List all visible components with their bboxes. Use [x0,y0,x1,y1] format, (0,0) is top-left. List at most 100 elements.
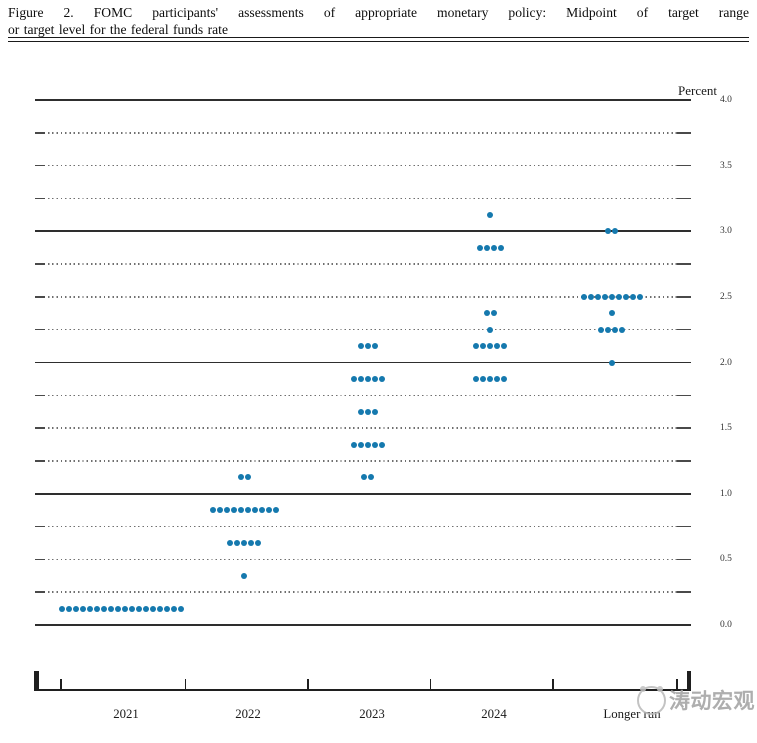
gridline-dotted [35,525,691,528]
gridline-left-cap [35,558,45,561]
y-tick-label: 3.0 [720,226,732,237]
title-divider-double-rule [8,37,749,42]
projection-dot [371,408,378,415]
gridline-dotted [35,591,691,593]
x-category-label: 2024 [481,707,507,721]
projection-dot [619,326,625,333]
projection-dot [612,326,618,333]
projection-dot [494,375,500,382]
projection-dot [371,343,378,350]
projection-dot [608,359,615,366]
gridline-solid [35,624,691,626]
gridline-left-cap [35,197,45,200]
y-tick-label: 1.0 [720,488,732,499]
projection-dot [241,572,247,579]
y-tick-label: 0.0 [720,620,732,630]
x-category-label: 2021 [113,707,139,721]
projection-dot [622,293,629,300]
projection-dot [378,375,385,382]
gridline-dotted [35,427,691,429]
gridline-left-cap [35,427,45,429]
projection-dot [629,293,636,300]
projection-dot [272,507,279,514]
gridline-dotted [35,296,691,298]
y-tick-label: 2.5 [720,291,732,302]
gridline-right-cap [677,296,691,298]
x-category-label: 2023 [359,707,385,721]
gridline-solid [35,230,691,233]
projection-dot [251,507,258,514]
projection-dot [483,310,490,317]
gridline-dotted [35,263,691,265]
y-axis-unit-label: Percent [678,83,717,98]
figure-title-line1: Figure 2. FOMC participants' assessments… [8,5,749,20]
projection-dot [497,244,504,251]
gridline-dotted [35,328,691,331]
projection-dot [598,326,604,333]
gridline-left-cap [35,296,45,298]
projection-dot [473,375,479,382]
projection-dot [364,343,371,350]
projection-dot [237,474,244,481]
gridline-dotted [35,132,691,134]
x-category-label: Longer run [603,707,661,721]
projection-dot [480,343,486,350]
x-axis-left-endcap [34,671,39,691]
projection-dot [143,605,149,612]
x-axis-right-endcap [686,671,691,691]
gridline-solid [35,99,691,101]
gridline-dotted [35,164,691,167]
projection-dot [357,408,364,415]
projection-dot [473,343,479,350]
projection-dot [66,605,72,612]
gridline-dotted [35,460,691,462]
gridline-right-cap [677,164,691,167]
projection-dot [605,228,611,235]
projection-dot [371,375,378,382]
gridline-left-cap [35,132,45,134]
gridline-solid [35,492,691,495]
gridline-right-cap [677,427,691,429]
gridline-left-cap [35,460,45,462]
projection-dot [364,441,371,448]
projection-dot [248,539,254,546]
projection-dot [223,507,230,514]
projection-dot [490,310,497,317]
projection-dot [368,474,374,481]
projection-dot [230,507,237,514]
gridline-left-cap [35,525,45,528]
projection-dot [94,605,100,612]
projection-dot [487,375,493,382]
projection-dot [136,605,142,612]
projection-dot [601,293,608,300]
projection-dot [615,293,622,300]
gridline-left-cap [35,164,45,167]
projection-dot [364,375,371,382]
gridline-right-cap [677,525,691,528]
gridline-left-cap [35,263,45,265]
projection-dot [73,605,79,612]
figure-title-line2: or target level for the federal funds ra… [8,21,228,37]
projection-dot [108,605,114,612]
projection-dot [122,605,128,612]
gridline-right-cap [677,132,691,134]
projection-dot [364,408,371,415]
projection-dot [350,441,357,448]
gridline-right-cap [677,263,691,265]
projection-dot [608,310,615,317]
x-axis-tick [307,679,309,690]
projection-dot [357,441,364,448]
gridline-right-cap [677,197,691,200]
projection-dot [87,605,93,612]
projection-dot [59,605,65,612]
projection-dot [587,293,594,300]
projection-dot [115,605,121,612]
projection-dot [350,375,357,382]
projection-dot [171,605,177,612]
projection-dot [371,441,378,448]
projection-dot [594,293,601,300]
gridline-right-cap [677,394,691,397]
projection-dot [178,605,184,612]
projection-dot [234,539,240,546]
